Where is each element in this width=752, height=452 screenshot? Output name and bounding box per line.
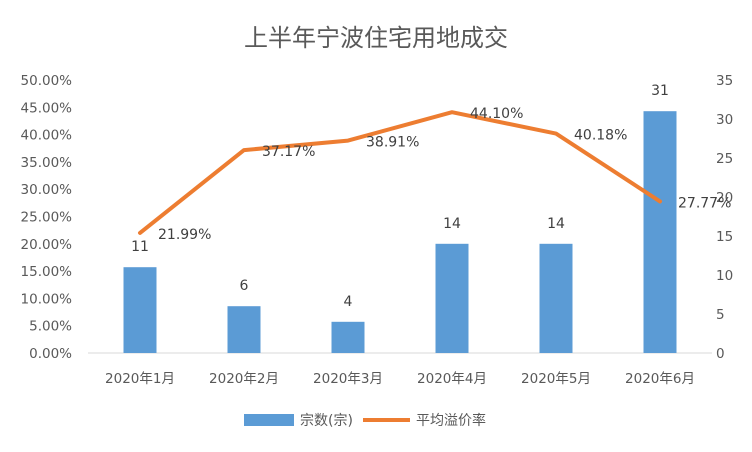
left-tick-label: 40.00% [21,128,73,144]
line-data-label: 38.91% [366,135,419,151]
line-data-label: 21.99% [158,227,211,243]
left-tick-label: 50.00% [21,73,73,89]
bar [435,243,469,353]
line-data-label: 40.18% [574,128,627,144]
bar [539,243,573,353]
legend: 宗数(宗) 平均溢价率 [244,412,486,429]
bar [331,321,365,353]
left-tick-label: 15.00% [21,264,73,280]
line-data-labels: 21.99% 37.17% 38.91% 44.10% 40.18% 27.77% [158,106,731,243]
left-tick-label: 25.00% [21,210,73,226]
left-tick-label: 10.00% [21,291,73,307]
line-data-label: 27.77% [678,195,731,211]
bar-data-label: 31 [651,83,669,99]
bar-data-label: 4 [344,294,353,310]
right-tick-label: 25 [716,151,733,167]
right-tick-label: 20 [716,190,733,206]
x-tick-label: 2020年5月 [521,371,591,387]
line-data-label: 37.17% [262,144,315,160]
x-tick-label: 2020年6月 [625,371,695,387]
left-tick-label: 45.00% [21,100,73,116]
bar-data-label: 14 [547,216,565,232]
bar-data-labels: 11 6 4 14 14 31 [131,83,669,310]
right-tick-label: 0 [716,346,725,362]
right-axis: 0 5 10 15 20 25 30 35 [716,73,733,362]
right-tick-label: 10 [716,268,733,284]
x-tick-label: 2020年2月 [209,371,279,387]
bar [123,267,157,353]
left-tick-label: 35.00% [21,155,73,171]
bar-data-label: 11 [131,239,149,255]
bar [643,111,677,353]
chart-title: 上半年宁波住宅用地成交 [244,24,508,52]
left-tick-label: 30.00% [21,182,73,198]
x-tick-label: 2020年4月 [417,371,487,387]
legend-bar-swatch [244,414,294,426]
bar [227,306,261,353]
legend-bar-label: 宗数(宗) [300,413,353,429]
left-tick-label: 0.00% [29,346,72,362]
bar-data-label: 6 [240,278,249,294]
line-data-label: 44.10% [470,106,523,122]
left-axis: 0.00% 5.00% 10.00% 15.00% 20.00% 25.00% 30.00%… [21,73,73,362]
right-tick-label: 30 [716,112,733,128]
x-tick-label: 2020年1月 [105,371,175,387]
right-tick-label: 35 [716,73,733,89]
right-tick-label: 15 [716,229,733,245]
line-path [138,110,662,235]
bar-data-label: 14 [443,216,461,232]
legend-line-label: 平均溢价率 [416,412,486,429]
right-tick-label: 5 [716,307,725,323]
left-tick-label: 5.00% [29,319,72,335]
line-series [138,110,662,235]
x-tick-label: 2020年3月 [313,371,383,387]
x-axis: 2020年1月 2020年2月 2020年3月 2020年4月 2020年5月 2020年… [105,371,695,387]
left-tick-label: 20.00% [21,237,73,253]
bar-series [123,111,677,353]
